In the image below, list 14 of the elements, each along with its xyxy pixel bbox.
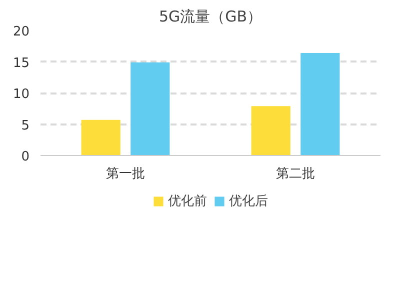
legend-label: 优化前 <box>168 193 207 210</box>
chart-title: 5G流量（GB） <box>158 8 262 26</box>
bar <box>130 62 170 156</box>
x-tick-label: 第二批 <box>276 166 315 182</box>
y-tick-label: 20 <box>12 24 30 40</box>
legend-label: 优化后 <box>229 193 268 210</box>
y-tick-label: 0 <box>21 150 30 164</box>
y-tick-label: 10 <box>12 87 30 102</box>
y-tick-label: 15 <box>12 56 30 71</box>
bar <box>300 53 340 156</box>
y-tick-label: 5 <box>21 118 30 134</box>
x-tick-label: 第一批 <box>106 166 145 182</box>
bar <box>251 106 290 156</box>
bar <box>81 120 120 156</box>
